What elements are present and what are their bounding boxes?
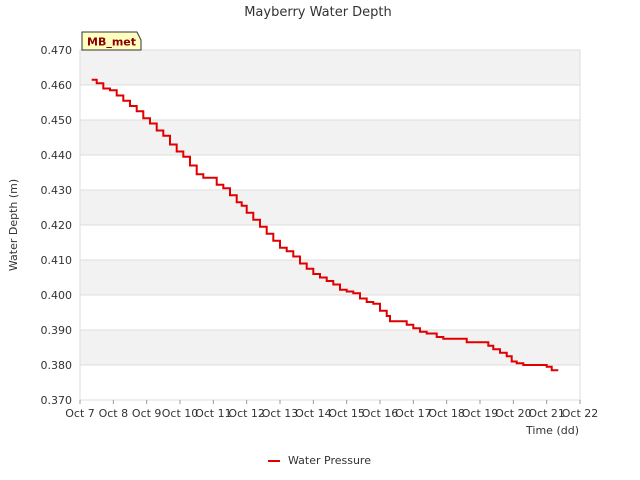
x-tick-label: Oct 7: [65, 407, 95, 420]
x-tick-label: Oct 8: [99, 407, 129, 420]
plot-band: [80, 120, 580, 155]
x-tick-label: Oct 13: [262, 407, 299, 420]
x-tick-label: Oct 21: [528, 407, 565, 420]
y-tick-label: 0.370: [41, 394, 73, 407]
y-tick-label: 0.390: [41, 324, 73, 337]
x-tick-label: Oct 22: [562, 407, 599, 420]
y-tick-label: 0.430: [41, 184, 73, 197]
plot-band: [80, 260, 580, 295]
x-tick-label: Oct 17: [395, 407, 432, 420]
x-tick-label: Oct 18: [428, 407, 465, 420]
plot-band: [80, 50, 580, 85]
series-water-pressure-line: [91, 78, 559, 372]
x-tick-label: Oct 19: [462, 407, 499, 420]
y-axis-label: Water Depth (m): [7, 179, 20, 271]
plot-band: [80, 330, 580, 365]
x-tick-label: Oct 12: [228, 407, 265, 420]
x-tick-label: Oct 9: [132, 407, 162, 420]
plot-area: [79, 49, 581, 401]
y-tick-label: 0.460: [41, 79, 73, 92]
x-tick-label: Oct 11: [195, 407, 232, 420]
plot-bands: [80, 50, 580, 365]
site-tag: MB_met: [81, 31, 142, 51]
x-tick-label: Oct 15: [328, 407, 365, 420]
y-tick-label: 0.440: [41, 149, 73, 162]
y-tick-label: 0.380: [41, 359, 73, 372]
site-tag-label: MB_met: [87, 36, 136, 49]
x-axis-label: Time (dd): [525, 424, 579, 437]
legend-label-water-pressure: Water Pressure: [288, 454, 371, 467]
y-tick-label: 0.470: [41, 44, 73, 57]
plot-band: [80, 190, 580, 225]
y-tick-label: 0.410: [41, 254, 73, 267]
y-axis-ticks: 0.370 0.380 0.390 0.400 0.410 0.420 0.430 0.440…: [41, 44, 73, 407]
x-tick-label: Oct 20: [495, 407, 532, 420]
y-tick-label: 0.450: [41, 114, 73, 127]
site-tag-box: [81, 31, 142, 51]
legend: Water Pressure: [268, 454, 371, 467]
chart-title: Mayberry Water Depth: [244, 5, 392, 20]
x-tick-label: Oct 14: [295, 407, 332, 420]
x-tick-label: Oct 16: [362, 407, 399, 420]
x-tick-label: Oct 10: [162, 407, 199, 420]
y-tick-label: 0.400: [41, 289, 73, 302]
y-tick-label: 0.420: [41, 219, 73, 232]
